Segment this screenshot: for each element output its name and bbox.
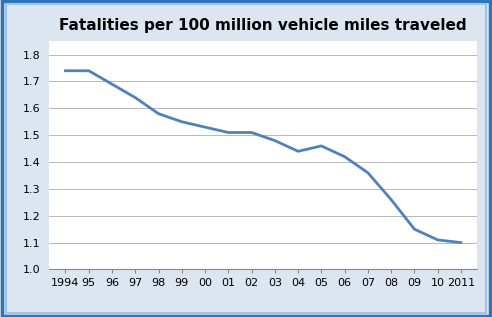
Title: Fatalities per 100 million vehicle miles traveled: Fatalities per 100 million vehicle miles…	[60, 18, 467, 33]
